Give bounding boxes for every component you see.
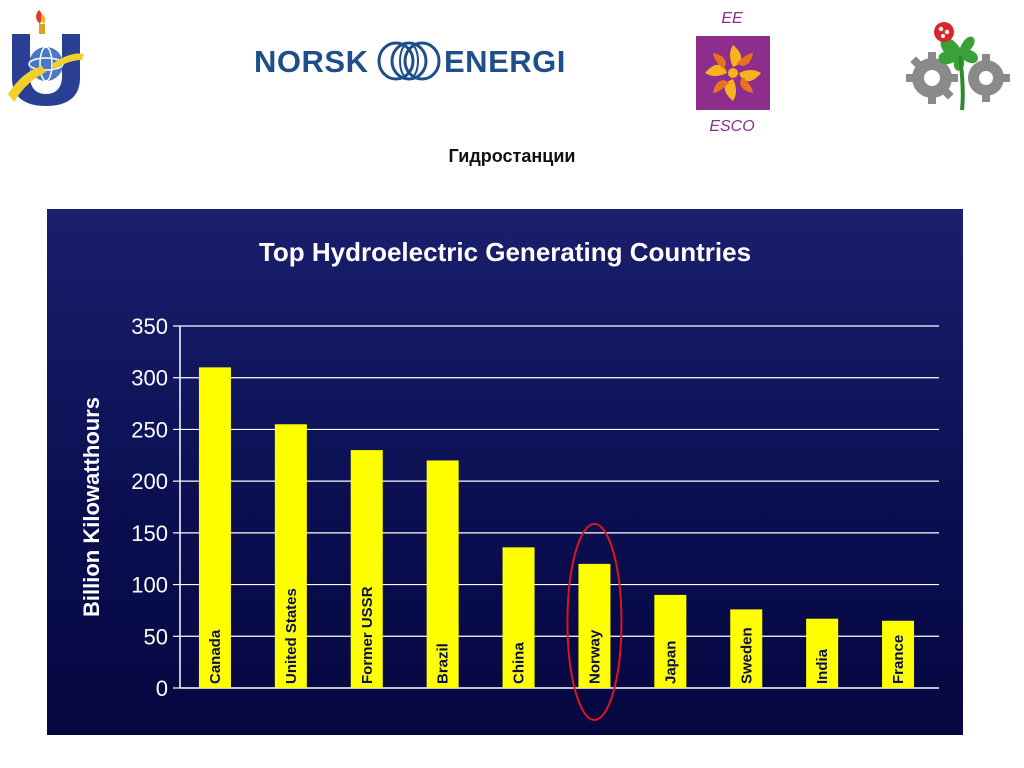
bar-category-label: China <box>511 642 528 684</box>
ee-esco-logo: EE ESCO <box>694 8 774 138</box>
y-tick-label: 350 <box>131 314 168 339</box>
norsk-energi-text-left: NORSK <box>254 44 369 79</box>
sun-swirl-icon <box>696 36 770 110</box>
ee-label: EE <box>721 10 743 27</box>
bar <box>730 609 763 688</box>
bar-category-label: United States <box>283 588 300 684</box>
highlight-ellipse <box>566 522 623 722</box>
y-tick-label: 100 <box>131 573 168 598</box>
clover-gear-logo <box>904 8 1014 112</box>
bar-category-label: Sweden <box>738 627 755 684</box>
bar <box>350 450 383 688</box>
chart-title: Top Hydroelectric Generating Countries <box>259 237 751 267</box>
bar <box>502 547 535 688</box>
interlocking-rings-icon <box>377 41 441 81</box>
esco-label: ESCO <box>709 118 755 135</box>
bar <box>882 620 915 688</box>
y-tick-label: 150 <box>131 521 168 546</box>
bar-category-label: France <box>890 635 907 684</box>
bar-category-label: India <box>814 648 831 684</box>
norsk-energi-text-right: ENERGI <box>444 44 566 79</box>
chart-panel: Top Hydroelectric Generating Countries Bi… <box>47 209 963 735</box>
bar <box>426 460 459 688</box>
y-axis-label: Billion Kilowatthours <box>79 397 104 617</box>
bar <box>654 594 687 688</box>
bar-category-label: Norway <box>586 629 603 684</box>
bar <box>198 367 231 688</box>
university-u-logo <box>6 6 86 110</box>
bar-category-label: Former USSR <box>359 586 376 684</box>
bar-category-label: Japan <box>662 641 679 684</box>
y-tick-label: 200 <box>131 469 168 494</box>
bar <box>274 424 307 688</box>
bar-category-label: Canada <box>207 629 224 684</box>
y-tick-label: 50 <box>144 624 168 649</box>
bar <box>578 563 611 688</box>
page-subtitle: Гидростанции <box>448 146 576 166</box>
y-tick-label: 0 <box>156 676 168 701</box>
bar-chart: Top Hydroelectric Generating Countries Bi… <box>79 237 939 722</box>
y-tick-label: 250 <box>131 417 168 442</box>
y-tick-label: 300 <box>131 366 168 391</box>
bar-category-label: Brazil <box>435 643 452 684</box>
bar <box>806 618 839 688</box>
norsk-energi-logo: NORSK ENERGI <box>252 36 572 86</box>
